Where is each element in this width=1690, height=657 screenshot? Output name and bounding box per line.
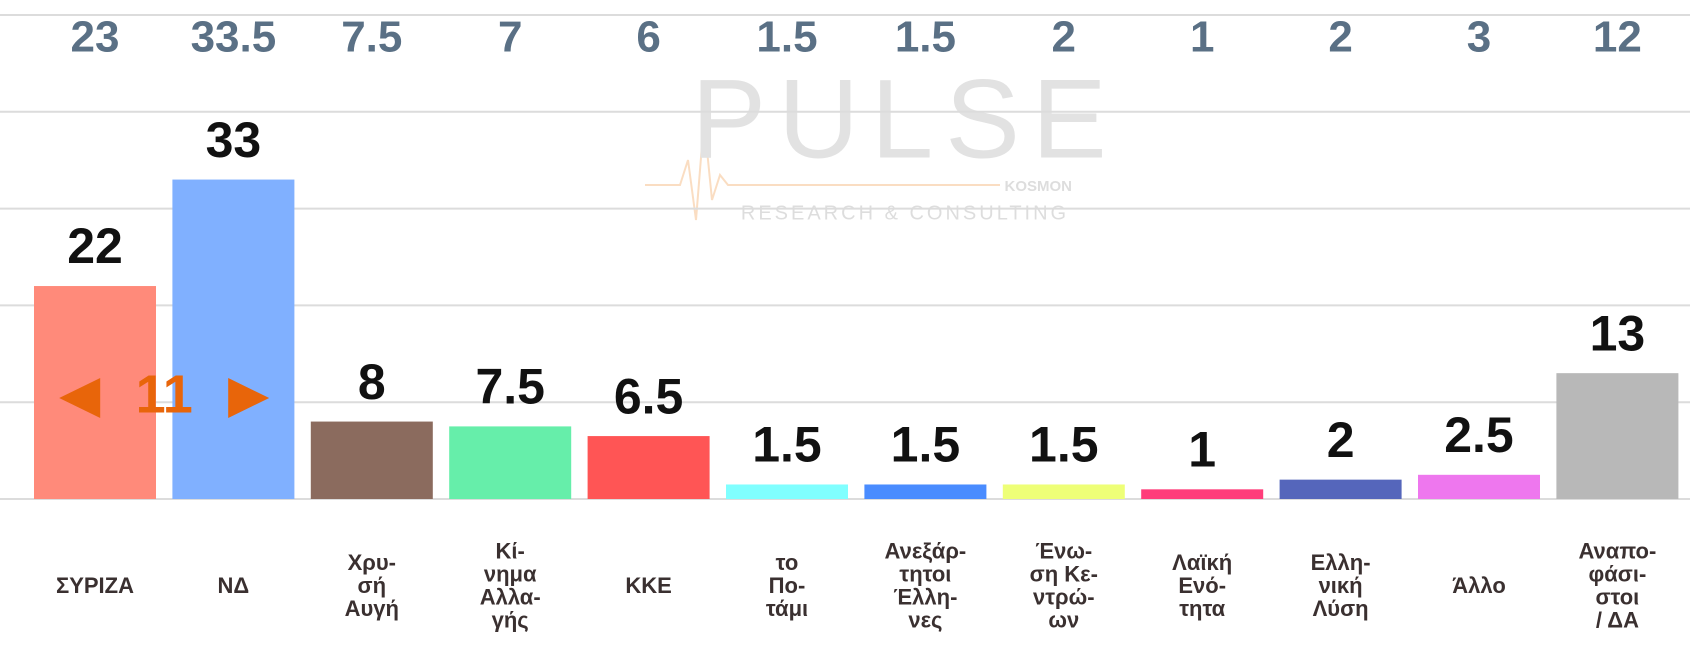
- value-label: 22: [67, 218, 123, 274]
- watermark: PULSE KOSMON RESEARCH & CONSULTING: [645, 57, 1118, 224]
- previous-value: 7: [498, 13, 522, 62]
- bar: [864, 484, 987, 499]
- previous-value: 12: [1593, 13, 1642, 62]
- value-label: 8: [358, 354, 386, 410]
- value-label: 1.5: [752, 417, 822, 473]
- x-tick-label: ΣΥΡΙΖΑ: [56, 573, 134, 598]
- value-label: 1.5: [891, 417, 961, 473]
- bar: [1556, 373, 1679, 499]
- x-tick-label: Κί-: [496, 538, 525, 563]
- bar: [1418, 474, 1540, 499]
- x-tick-label: Ελλη-: [1311, 550, 1371, 575]
- value-label: 1.5: [1029, 417, 1099, 473]
- x-tick-label: το: [776, 550, 799, 575]
- bar: [1002, 484, 1125, 499]
- previous-value: 6: [636, 13, 660, 62]
- bar: [726, 484, 848, 499]
- previous-value: 23: [71, 13, 120, 62]
- x-tick-label: Ένω-: [1035, 538, 1092, 563]
- value-label: 6.5: [614, 368, 684, 424]
- value-label: 1: [1188, 422, 1216, 478]
- x-tick-label: φάσι-: [1589, 561, 1647, 586]
- previous-value: 1.5: [895, 13, 956, 62]
- value-label: 2: [1327, 412, 1355, 468]
- value-label: 2.5: [1444, 407, 1514, 463]
- x-tick-label: τητοι: [899, 561, 951, 586]
- previous-value: 1: [1190, 13, 1214, 62]
- previous-value: 33.5: [191, 13, 277, 62]
- x-tick-label: Ανεξάρ-: [885, 538, 967, 563]
- x-tick-label: ση Κε-: [1030, 561, 1098, 586]
- x-tick-label: στοι: [1595, 584, 1639, 609]
- annotation-arrow-left: [59, 378, 101, 418]
- x-tick-label: ντρώ-: [1033, 584, 1095, 609]
- x-tick-label: νική: [1319, 573, 1363, 598]
- x-tick-label: Χρυ-: [348, 550, 396, 575]
- x-tick-label: Αλλα-: [480, 584, 541, 609]
- bar: [172, 179, 295, 499]
- x-tick-label: Ενό-: [1178, 573, 1226, 598]
- annotation-arrow-right: [228, 378, 270, 418]
- watermark-subtitle: RESEARCH & CONSULTING: [741, 202, 1069, 224]
- watermark-tag: KOSMON: [1005, 178, 1073, 195]
- previous-value: 3: [1467, 13, 1491, 62]
- x-tick-label: Αναπο-: [1578, 538, 1656, 563]
- x-tick-label: Άλλο: [1452, 573, 1506, 598]
- annotation: 11: [136, 364, 193, 424]
- x-tick-label: τητα: [1179, 596, 1225, 621]
- x-tick-label: / ΔΑ: [1596, 607, 1639, 632]
- value-label: 13: [1590, 305, 1646, 361]
- bar: [1141, 489, 1264, 499]
- previous-value: 2: [1328, 13, 1352, 62]
- x-tick-label: γής: [492, 607, 529, 632]
- x-tick-label: ΚΚΕ: [625, 573, 671, 598]
- x-tick-label: νημα: [484, 561, 537, 586]
- bar: [310, 421, 433, 499]
- previous-value: 7.5: [341, 13, 402, 62]
- x-tick-label: τάμι: [766, 596, 808, 621]
- bar: [587, 436, 710, 499]
- x-tick-label: Έλλη-: [893, 584, 957, 609]
- x-tick-label: σή: [358, 573, 387, 598]
- x-tick-label: Λαϊκή: [1172, 550, 1232, 575]
- bar: [449, 426, 572, 499]
- x-tick-label: Αυγή: [345, 596, 399, 621]
- watermark-title: PULSE: [691, 57, 1118, 182]
- watermark-line: [645, 119, 1000, 221]
- x-tick-label: ων: [1048, 607, 1079, 632]
- x-tick-label: Πο-: [769, 573, 806, 598]
- x-tick-label: ΝΔ: [218, 573, 250, 598]
- value-label: 33: [206, 112, 262, 168]
- x-tick-label: νες: [908, 607, 942, 632]
- value-label: 7.5: [475, 359, 545, 415]
- x-tick-label: Λύση: [1313, 596, 1369, 621]
- previous-value: 2: [1052, 13, 1076, 62]
- previous-value: 1.5: [756, 13, 817, 62]
- bar: [1279, 479, 1402, 499]
